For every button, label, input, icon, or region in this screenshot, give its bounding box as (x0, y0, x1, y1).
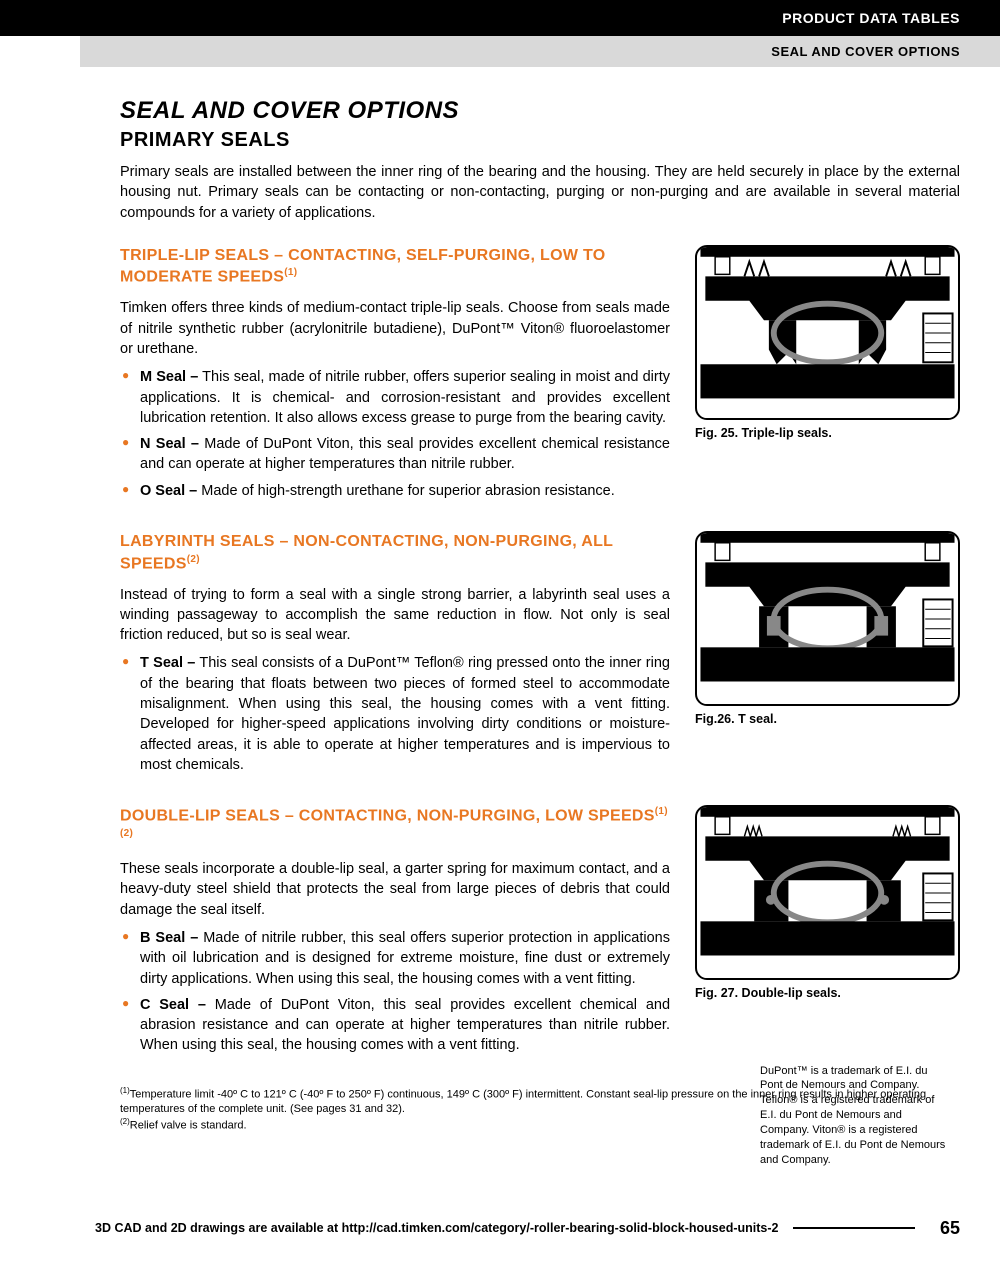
seal-text: Made of nitrile rubber, this seal offers… (140, 930, 670, 987)
section-text: TRIPLE-LIP SEALS – CONTACTING, SELF-PURG… (120, 245, 670, 507)
list-item: N Seal – Made of DuPont Viton, this seal… (140, 434, 670, 475)
page-number: 65 (915, 1218, 960, 1239)
diagram-icon (697, 533, 958, 704)
page-title: SEAL AND COVER OPTIONS (120, 97, 960, 125)
heading-sup: (1) (284, 267, 297, 278)
intro-paragraph: Primary seals are installed between the … (120, 162, 960, 223)
content-area: SEAL AND COVER OPTIONS PRIMARY SEALS Pri… (0, 67, 1000, 1188)
footer-bar: 3D CAD and 2D drawings are available at … (80, 1218, 960, 1239)
trademark-note: DuPont™ is a trademark of E.I. du Pont d… (760, 1064, 960, 1168)
section-text: DOUBLE-LIP SEALS – CONTACTING, NON-PURGI… (120, 805, 670, 1062)
seal-text: This seal consists of a DuPont™ Teflon® … (140, 655, 670, 772)
list-item: C Seal – Made of DuPont Viton, this seal… (140, 995, 670, 1056)
header-gray-bar: SEAL AND COVER OPTIONS (80, 36, 1000, 67)
list-item: M Seal – This seal, made of nitrile rubb… (140, 367, 670, 428)
section-body: Timken offers three kinds of medium-cont… (120, 298, 670, 359)
seal-text: This seal, made of nitrile rubber, offer… (140, 369, 670, 426)
seal-name: T Seal – (140, 655, 195, 671)
diagram-icon (697, 247, 958, 418)
page-subtitle: PRIMARY SEALS (120, 129, 960, 152)
section-double-lip: DOUBLE-LIP SEALS – CONTACTING, NON-PURGI… (120, 805, 960, 1062)
seal-name: M Seal – (140, 369, 198, 385)
heading-text: DOUBLE-LIP SEALS – CONTACTING, NON-PURGI… (120, 808, 655, 825)
footer-text: 3D CAD and 2D drawings are available at … (80, 1221, 793, 1235)
section-heading: DOUBLE-LIP SEALS – CONTACTING, NON-PURGI… (120, 805, 670, 849)
section-heading: TRIPLE-LIP SEALS – CONTACTING, SELF-PURG… (120, 245, 670, 289)
header-black-bar: PRODUCT DATA TABLES (0, 0, 1000, 36)
seal-list: M Seal – This seal, made of nitrile rubb… (120, 367, 670, 501)
footer-line (793, 1227, 915, 1229)
figure-caption: Fig.26. T seal. (695, 712, 960, 726)
figure-box (695, 245, 960, 420)
seal-list: B Seal – Made of nitrile rubber, this se… (120, 928, 670, 1056)
list-item: B Seal – Made of nitrile rubber, this se… (140, 928, 670, 989)
seal-text: Made of high-strength urethane for super… (197, 483, 615, 499)
heading-text: TRIPLE-LIP SEALS – CONTACTING, SELF-PURG… (120, 247, 606, 286)
heading-text: LABYRINTH SEALS – NON-CONTACTING, NON-PU… (120, 533, 613, 572)
seal-text: Made of DuPont Viton, this seal provides… (140, 436, 670, 472)
seal-text: Made of DuPont Viton, this seal provides… (140, 997, 670, 1054)
section-triple-lip: TRIPLE-LIP SEALS – CONTACTING, SELF-PURG… (120, 245, 960, 507)
seal-list: T Seal – This seal consists of a DuPont™… (120, 653, 670, 775)
figure-box (695, 531, 960, 706)
figure-caption: Fig. 27. Double-lip seals. (695, 986, 960, 1000)
section-labyrinth: LABYRINTH SEALS – NON-CONTACTING, NON-PU… (120, 531, 960, 781)
figure-caption: Fig. 25. Triple-lip seals. (695, 426, 960, 440)
section-heading: LABYRINTH SEALS – NON-CONTACTING, NON-PU… (120, 531, 670, 575)
figure-25: Fig. 25. Triple-lip seals. (695, 245, 960, 507)
page: PRODUCT DATA TABLES SEAL AND COVER OPTIO… (0, 0, 1000, 1239)
seal-name: O Seal – (140, 483, 197, 499)
section-body: These seals incorporate a double-lip sea… (120, 859, 670, 920)
list-item: O Seal – Made of high-strength urethane … (140, 481, 670, 501)
seal-name: C Seal – (140, 997, 206, 1013)
heading-sup: (2) (187, 554, 200, 565)
seal-name: B Seal – (140, 930, 198, 946)
figure-26: Fig.26. T seal. (695, 531, 960, 781)
diagram-icon (697, 807, 958, 978)
figure-box (695, 805, 960, 980)
section-text: LABYRINTH SEALS – NON-CONTACTING, NON-PU… (120, 531, 670, 781)
section-body: Instead of trying to form a seal with a … (120, 585, 670, 646)
seal-name: N Seal – (140, 436, 199, 452)
figure-27: Fig. 27. Double-lip seals. (695, 805, 960, 1062)
list-item: T Seal – This seal consists of a DuPont™… (140, 653, 670, 775)
